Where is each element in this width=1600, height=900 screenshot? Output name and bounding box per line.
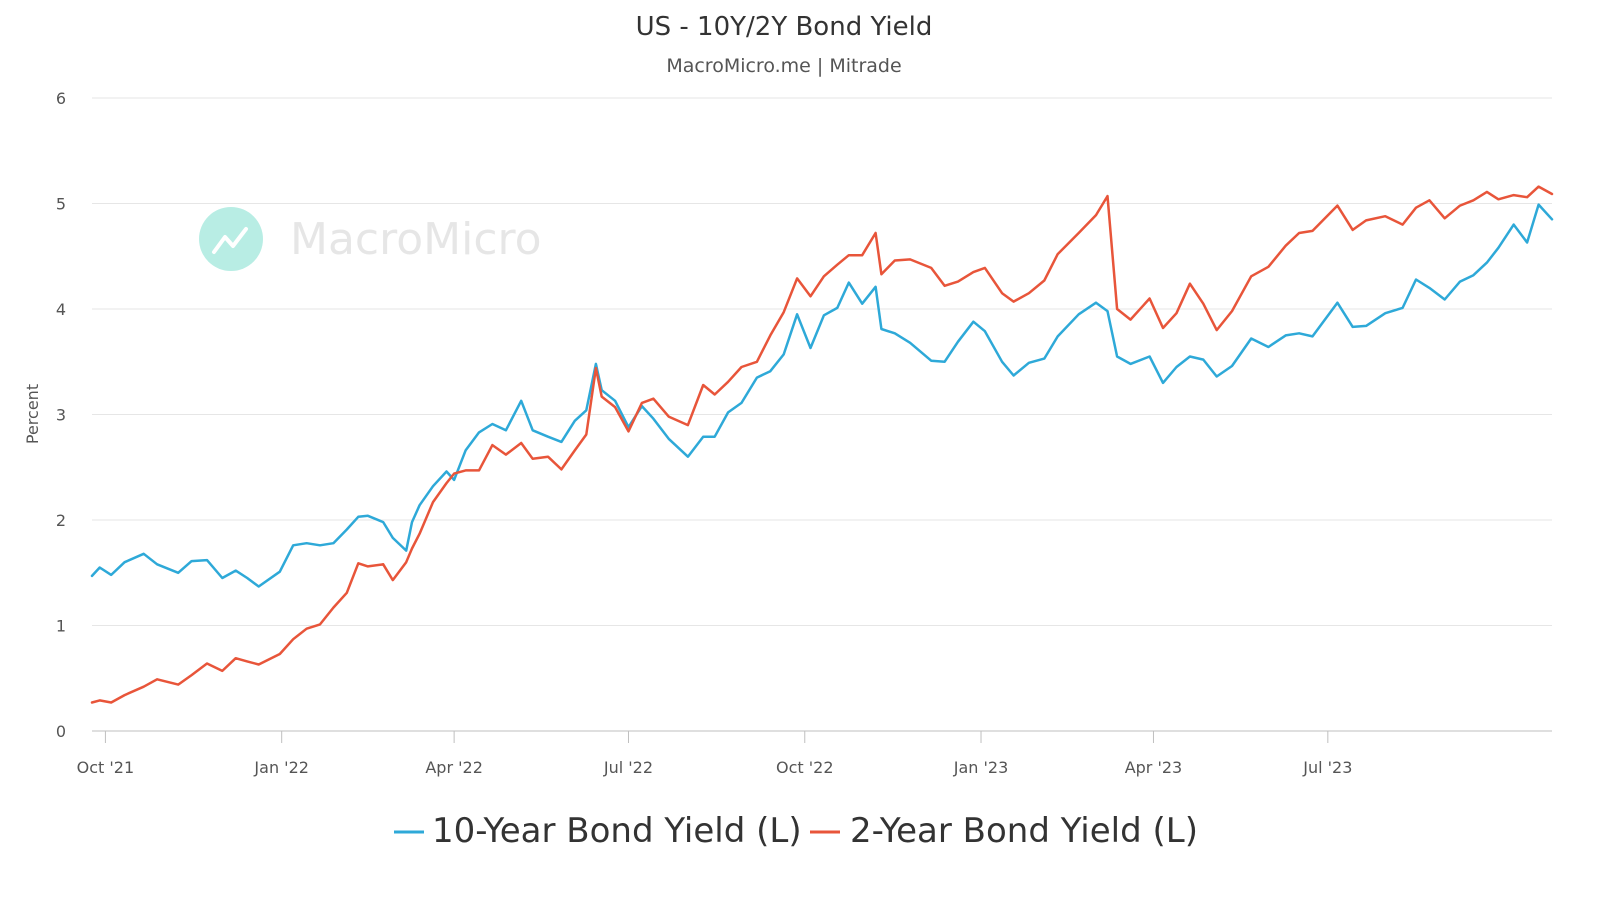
chart-title: US - 10Y/2Y Bond Yield xyxy=(636,12,933,42)
y-tick-label: 3 xyxy=(56,406,66,425)
y-tick-label: 6 xyxy=(56,89,66,108)
y-axis: 0 1 2 3 4 5 6 xyxy=(56,89,66,741)
y-tick-label: 0 xyxy=(56,722,66,741)
x-tick-label: Oct '21 xyxy=(77,758,135,777)
chart-subtitle: MacroMicro.me | Mitrade xyxy=(666,55,901,77)
y-tick-label: 4 xyxy=(56,300,66,319)
watermark-chart-icon xyxy=(212,227,248,254)
x-tick-label: Jan '23 xyxy=(953,758,1009,777)
y-tick-label: 1 xyxy=(56,617,66,636)
legend-item-2y[interactable]: 2-Year Bond Yield (L) xyxy=(810,811,1198,851)
x-tick-label: Apr '23 xyxy=(1125,758,1183,777)
x-tick-label: Oct '22 xyxy=(776,758,834,777)
watermark: MacroMicro xyxy=(199,207,542,271)
y-tick-label: 5 xyxy=(56,195,66,214)
watermark-text: MacroMicro xyxy=(290,214,542,265)
y-axis-label: Percent xyxy=(23,384,42,444)
series-line-10y xyxy=(90,203,1554,588)
x-tick-label: Apr '22 xyxy=(425,758,483,777)
legend-label-10y: 10-Year Bond Yield (L) xyxy=(432,811,802,851)
x-tick-label: Jul '22 xyxy=(603,758,653,777)
series-line-2y xyxy=(90,185,1554,704)
x-tick-label: Jan '22 xyxy=(253,758,309,777)
x-tick-label: Jul '23 xyxy=(1302,758,1352,777)
series-layer xyxy=(90,185,1554,704)
y-tick-label: 2 xyxy=(56,511,66,530)
x-axis: Oct '21 Jan '22 Apr '22 Jul '22 Oct '22 Jan '… xyxy=(77,730,1552,777)
watermark-logo-icon xyxy=(199,207,263,271)
gridlines xyxy=(92,97,1552,732)
legend: 10-Year Bond Yield (L) 2-Year Bond Yield… xyxy=(394,811,1198,851)
legend-item-10y[interactable]: 10-Year Bond Yield (L) xyxy=(394,811,802,851)
legend-label-2y: 2-Year Bond Yield (L) xyxy=(850,811,1198,851)
